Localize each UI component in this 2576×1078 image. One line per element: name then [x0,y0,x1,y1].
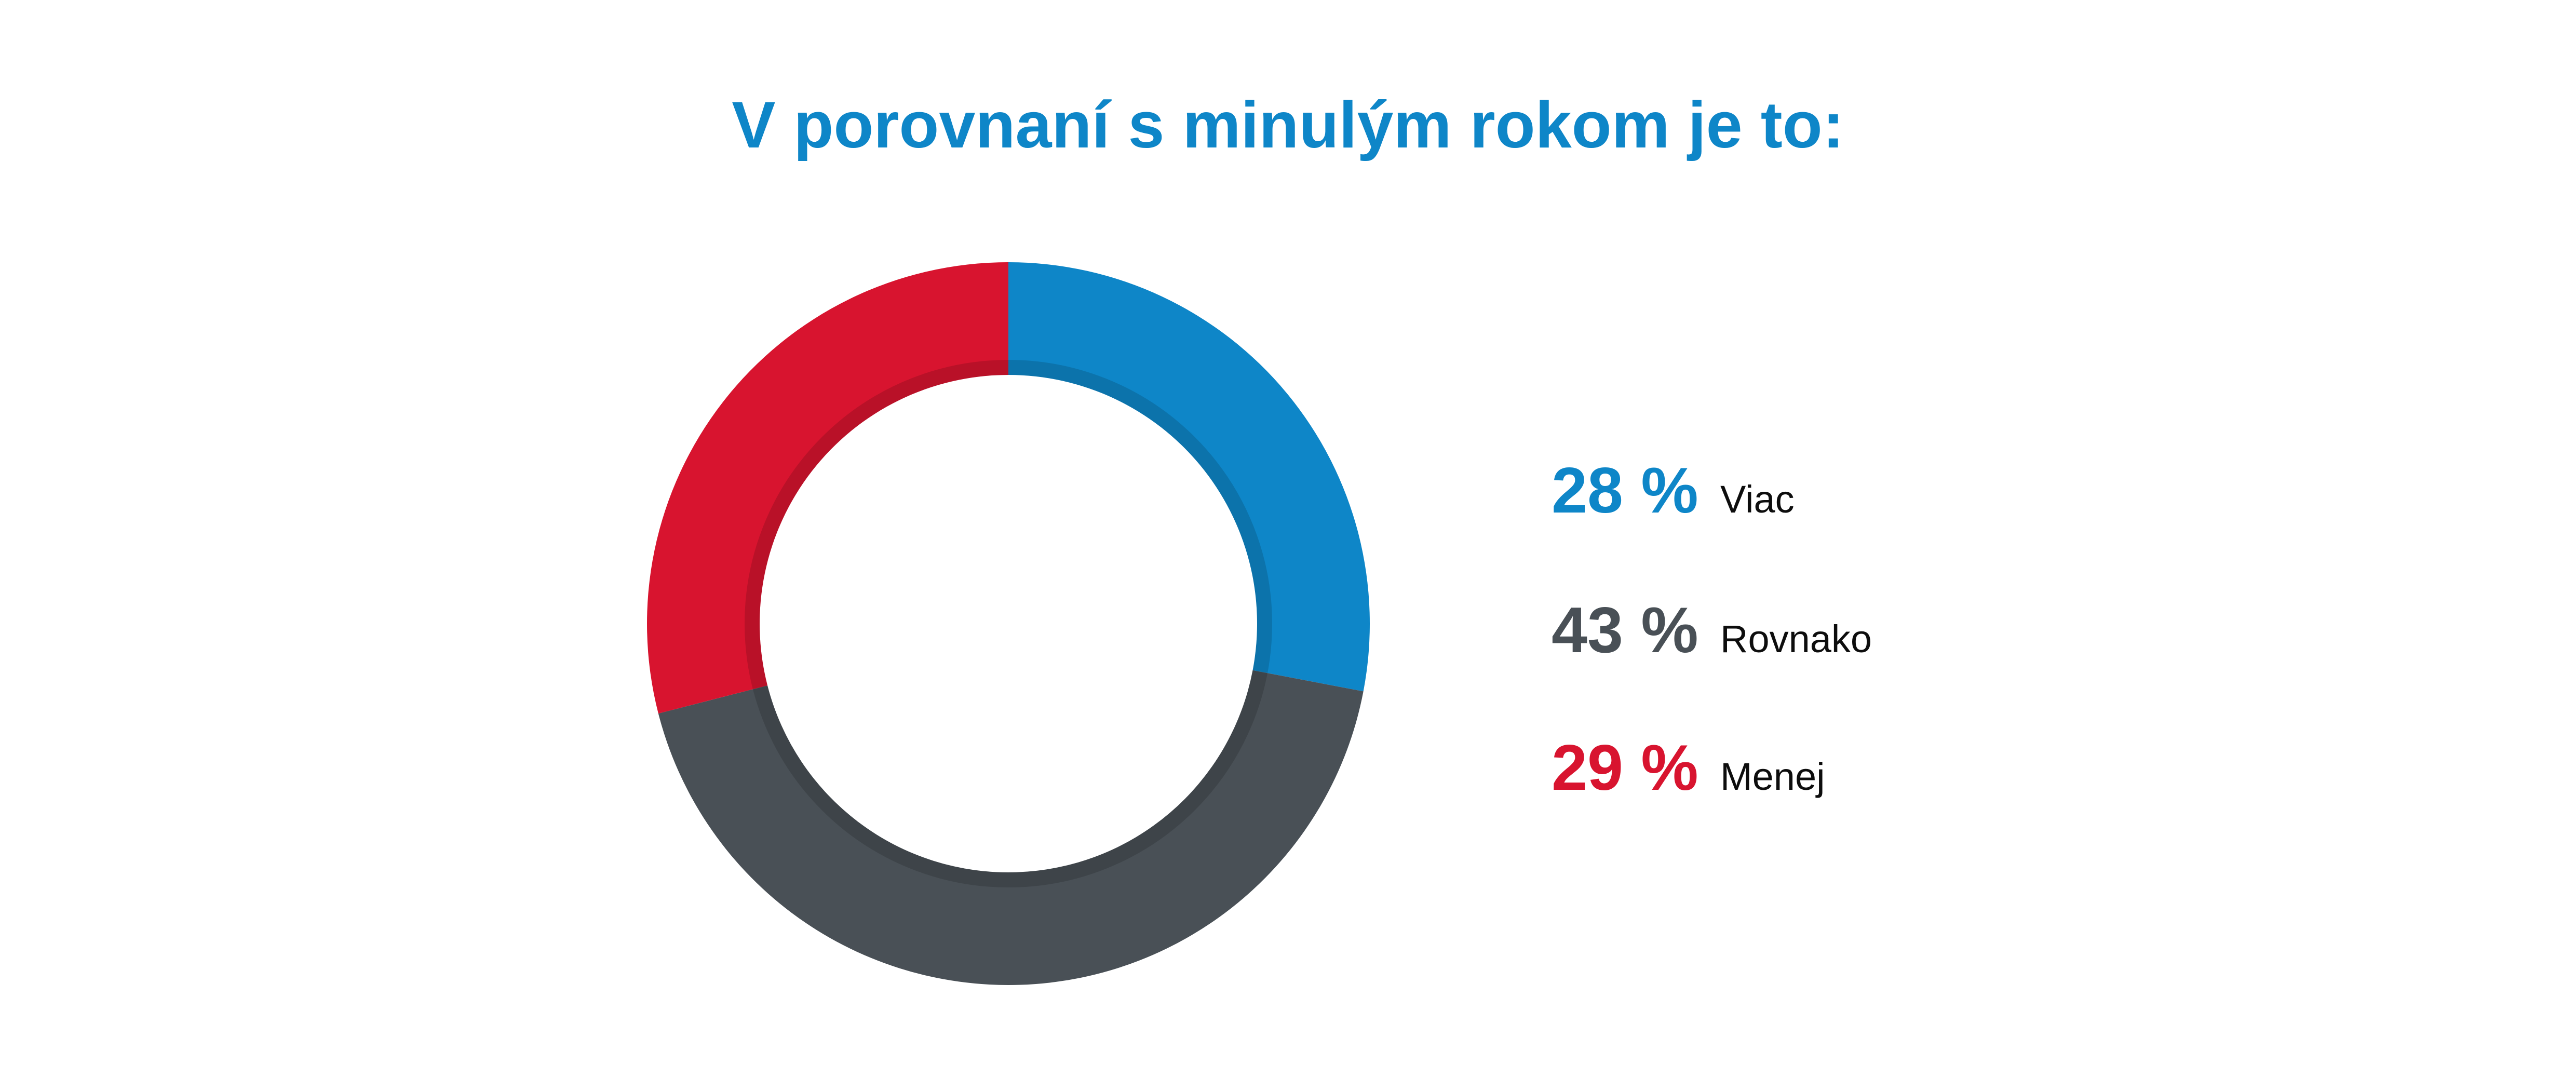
donut-slices [647,262,1370,985]
donut-slice-menej [647,262,1008,714]
legend: 28 % Viac 43 % Rovnako 29 % Menej [1552,0,2486,1078]
legend-item-rovnako: 43 % Rovnako [1552,598,1872,682]
legend-value-viac: 28 % [1552,455,1698,527]
legend-value-rovnako: 43 % [1552,595,1698,666]
legend-label-rovnako: Rovnako [1720,617,1872,661]
chart-title: V porovnaní s minulým rokom je to: [732,88,1844,161]
legend-item-viac: 28 % Viac [1552,459,1795,543]
donut-slice-rovnako [658,670,1364,985]
legend-label-menej: Menej [1720,755,1825,798]
legend-value-menej: 29 % [1552,732,1698,804]
legend-item-menej: 29 % Menej [1552,736,1825,820]
donut-slice-viac [1008,262,1370,692]
donut-inner-shadow-ring [745,360,1272,887]
legend-label-viac: Viac [1720,478,1795,521]
